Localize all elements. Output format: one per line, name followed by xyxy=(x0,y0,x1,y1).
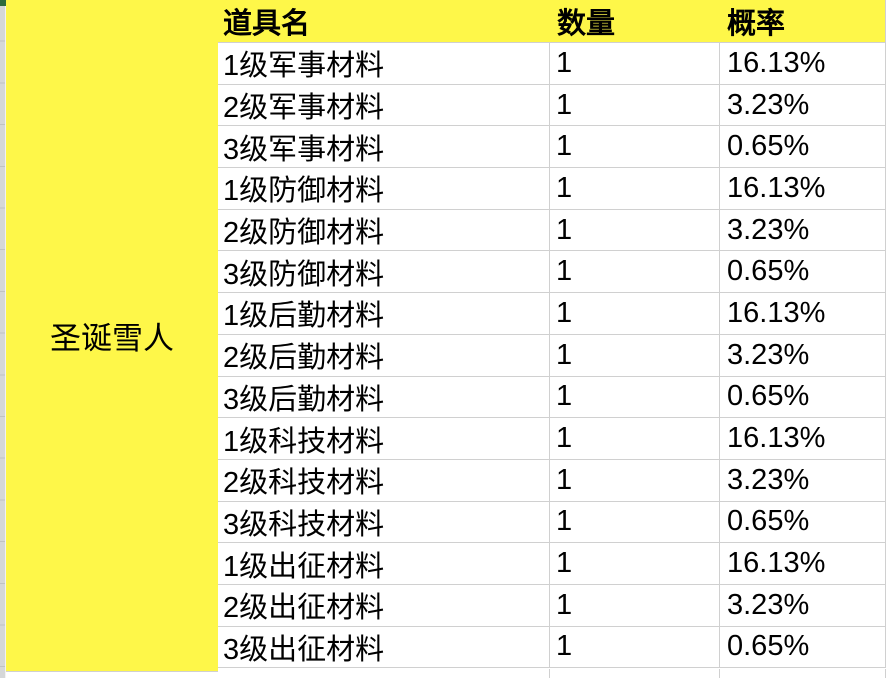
cell-quantity[interactable]: 1 xyxy=(550,43,720,85)
cell-probability[interactable]: 0.65% xyxy=(720,251,886,294)
cell-probability[interactable]: 3.23% xyxy=(720,584,886,627)
cell-quantity[interactable] xyxy=(550,668,720,678)
cell-probability[interactable] xyxy=(720,668,886,678)
header-cell-probability[interactable]: 概率 xyxy=(720,0,886,43)
cell-probability[interactable]: 16.13% xyxy=(720,293,886,335)
table-row: 3级科技材料 1 0.65% xyxy=(218,501,886,544)
table-row: 1级后勤材料 1 16.13% xyxy=(218,293,886,335)
cell-item[interactable]: 2级出征材料 xyxy=(218,584,550,627)
table-row: 2级出征材料 1 3.23% xyxy=(218,584,886,627)
cell-quantity[interactable]: 1 xyxy=(550,126,720,169)
cell-item[interactable]: 2级后勤材料 xyxy=(218,334,550,377)
cell-quantity[interactable]: 1 xyxy=(550,418,720,460)
cell-item[interactable]: 3级出征材料 xyxy=(218,626,550,669)
cell-item[interactable]: 1级军事材料 xyxy=(218,43,550,85)
pane-corner-mark xyxy=(0,0,6,6)
cell-probability[interactable]: 3.23% xyxy=(720,334,886,377)
header-cell-item-name[interactable]: 道具名 xyxy=(218,0,550,43)
cell-item[interactable]: 2级军事材料 xyxy=(218,84,550,127)
clipped-bottom-row xyxy=(218,668,886,678)
cell-item[interactable]: 2级防御材料 xyxy=(218,209,550,252)
cell-item[interactable]: 1级科技材料 xyxy=(218,418,550,460)
cell-quantity[interactable]: 1 xyxy=(550,84,720,127)
cell-quantity[interactable]: 1 xyxy=(550,293,720,335)
table-header-row: 道具名 数量 概率 xyxy=(218,0,886,43)
cell-probability[interactable]: 3.23% xyxy=(720,209,886,252)
cell-quantity[interactable]: 1 xyxy=(550,501,720,544)
cell-item[interactable]: 1级防御材料 xyxy=(218,168,550,210)
cell-quantity[interactable]: 1 xyxy=(550,459,720,502)
cell-quantity[interactable]: 1 xyxy=(550,209,720,252)
cell-item[interactable]: 3级防御材料 xyxy=(218,251,550,294)
cell-quantity[interactable]: 1 xyxy=(550,376,720,419)
table-row: 1级防御材料 1 16.13% xyxy=(218,168,886,210)
cell-probability[interactable]: 0.65% xyxy=(720,126,886,169)
table-row: 3级军事材料 1 0.65% xyxy=(218,126,886,169)
merged-cell-category[interactable]: 圣诞雪人 xyxy=(6,0,218,672)
cell-item[interactable]: 1级出征材料 xyxy=(218,543,550,585)
left-pane-column-strip[interactable] xyxy=(0,0,6,678)
table-row: 3级防御材料 1 0.65% xyxy=(218,251,886,294)
table-row: 3级后勤材料 1 0.65% xyxy=(218,376,886,419)
cell-probability[interactable]: 0.65% xyxy=(720,501,886,544)
cell-probability[interactable]: 0.65% xyxy=(720,626,886,669)
category-label: 圣诞雪人 xyxy=(50,321,174,356)
cell-probability[interactable]: 16.13% xyxy=(720,543,886,585)
table-row: 2级后勤材料 1 3.23% xyxy=(218,334,886,377)
cell-quantity[interactable]: 1 xyxy=(550,584,720,627)
cell-probability[interactable]: 16.13% xyxy=(720,168,886,210)
cell-quantity[interactable]: 1 xyxy=(550,168,720,210)
table-row: 2级军事材料 1 3.23% xyxy=(218,84,886,127)
table-row: 1级军事材料 1 16.13% xyxy=(218,43,886,85)
table-body: 1级军事材料 1 16.13% 2级军事材料 1 3.23% 3级军事材料 1 0.65% 1级防… xyxy=(218,43,886,669)
cell-item[interactable]: 3级后勤材料 xyxy=(218,376,550,419)
cell-quantity[interactable]: 1 xyxy=(550,251,720,294)
cell-probability[interactable]: 16.13% xyxy=(720,418,886,460)
table-row: 3级出征材料 1 0.65% xyxy=(218,626,886,669)
cell-item[interactable] xyxy=(218,668,550,678)
cell-probability[interactable]: 3.23% xyxy=(720,84,886,127)
cell-item[interactable]: 1级后勤材料 xyxy=(218,293,550,335)
cell-quantity[interactable]: 1 xyxy=(550,543,720,585)
cell-item[interactable]: 2级科技材料 xyxy=(218,459,550,502)
table-row: 2级防御材料 1 3.23% xyxy=(218,209,886,252)
table-row: 1级出征材料 1 16.13% xyxy=(218,543,886,585)
cell-probability[interactable]: 16.13% xyxy=(720,43,886,85)
table-row: 1级科技材料 1 16.13% xyxy=(218,418,886,460)
cell-probability[interactable]: 3.23% xyxy=(720,459,886,502)
cell-item[interactable]: 3级军事材料 xyxy=(218,126,550,169)
cell-item[interactable]: 3级科技材料 xyxy=(218,501,550,544)
cell-quantity[interactable]: 1 xyxy=(550,334,720,377)
cell-quantity[interactable]: 1 xyxy=(550,626,720,669)
cell-probability[interactable]: 0.65% xyxy=(720,376,886,419)
header-cell-quantity[interactable]: 数量 xyxy=(550,0,720,43)
table-row: 2级科技材料 1 3.23% xyxy=(218,459,886,502)
